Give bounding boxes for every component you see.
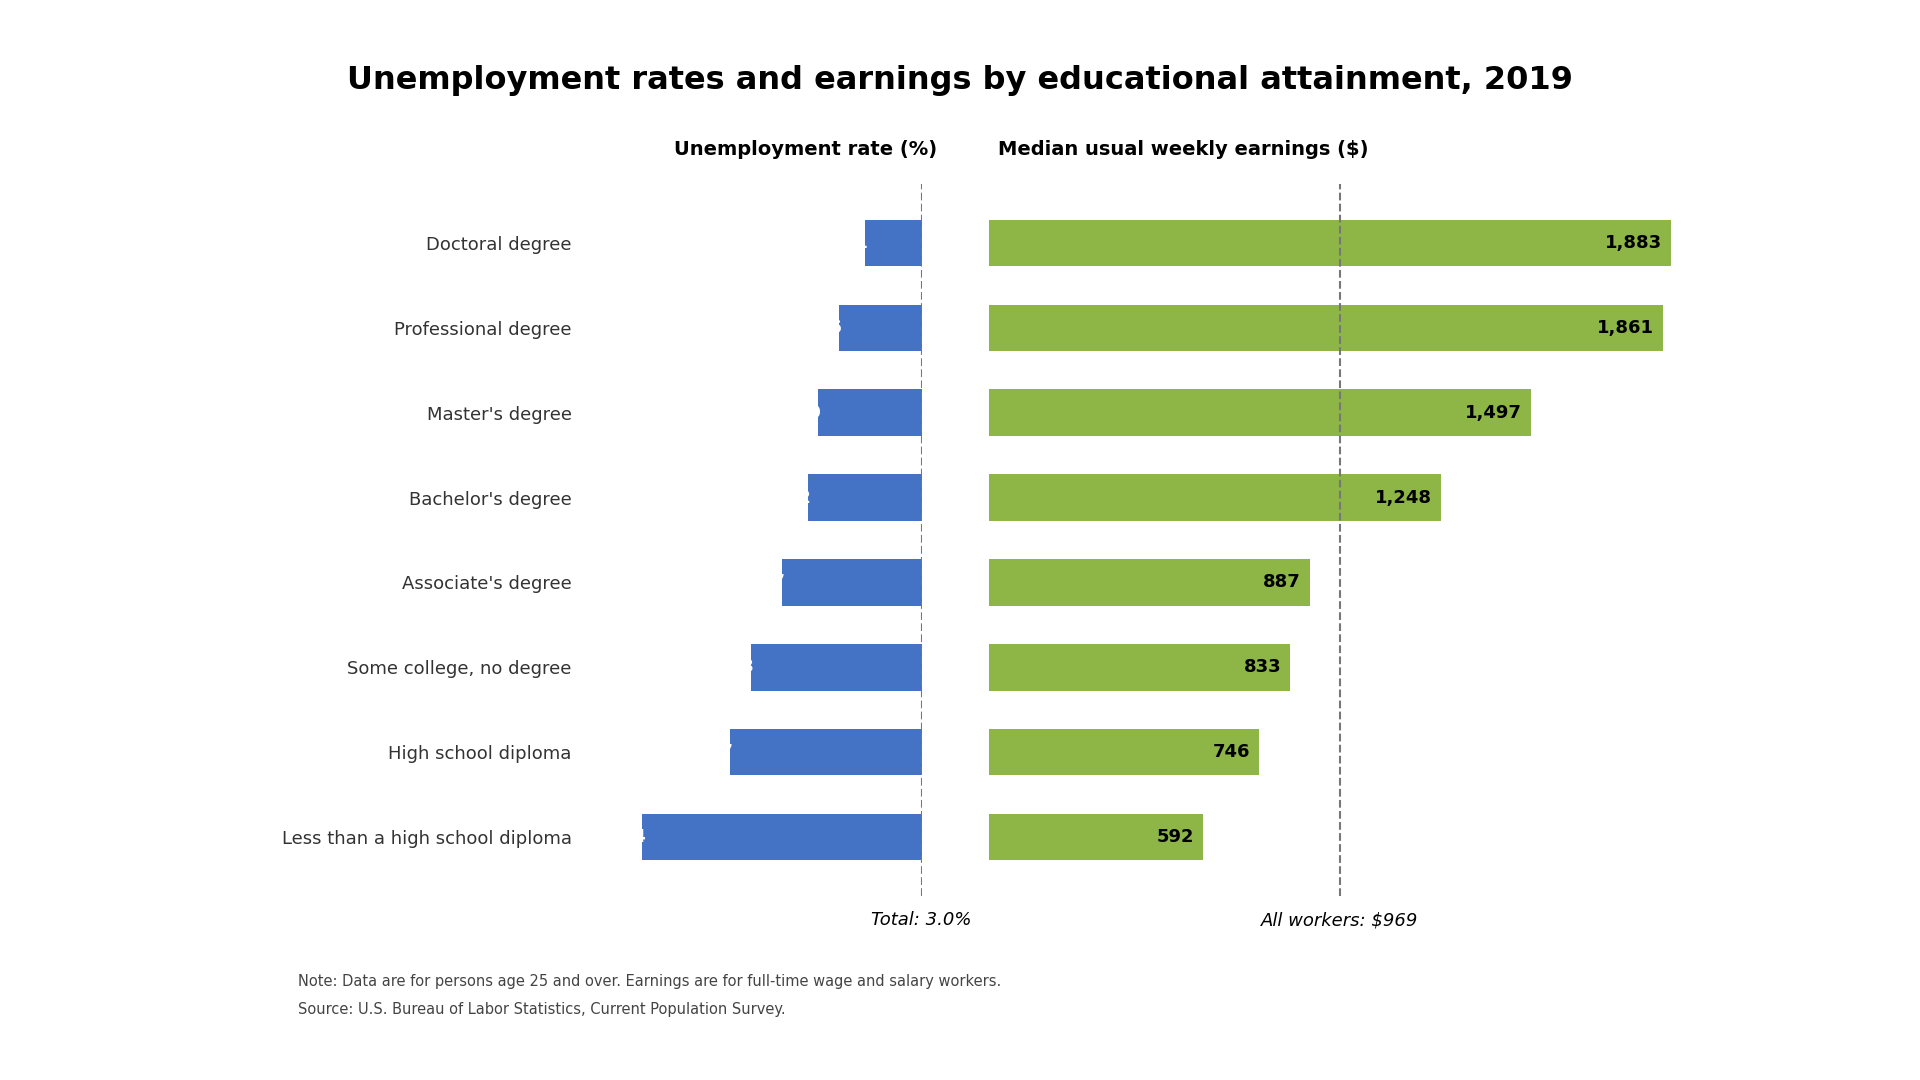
Bar xyxy=(989,813,1204,861)
Text: All workers: $969: All workers: $969 xyxy=(1261,912,1419,929)
Bar xyxy=(839,305,922,351)
Text: 1.1: 1.1 xyxy=(837,234,868,252)
Text: 592: 592 xyxy=(1156,828,1194,846)
Bar xyxy=(989,474,1440,521)
Bar xyxy=(643,813,922,861)
Text: 5.4: 5.4 xyxy=(614,828,645,846)
Bar xyxy=(781,559,922,606)
Text: 2.7: 2.7 xyxy=(755,573,785,592)
Bar xyxy=(730,729,922,775)
Text: Total: 3.0%: Total: 3.0% xyxy=(872,912,972,929)
Bar xyxy=(751,644,922,690)
Bar xyxy=(989,219,1670,267)
Text: 1,497: 1,497 xyxy=(1465,404,1523,421)
Text: 1.6: 1.6 xyxy=(810,319,843,337)
Bar xyxy=(989,729,1260,775)
Bar xyxy=(808,474,922,521)
Text: 1,883: 1,883 xyxy=(1605,234,1661,252)
Text: Unemployment rate (%): Unemployment rate (%) xyxy=(674,139,937,159)
Text: 1,248: 1,248 xyxy=(1375,488,1432,507)
Text: 746: 746 xyxy=(1212,743,1250,761)
Text: 833: 833 xyxy=(1244,659,1281,676)
Text: Unemployment rates and earnings by educational attainment, 2019: Unemployment rates and earnings by educa… xyxy=(348,66,1572,96)
Bar xyxy=(989,305,1663,351)
Text: Source: U.S. Bureau of Labor Statistics, Current Population Survey.: Source: U.S. Bureau of Labor Statistics,… xyxy=(298,1002,785,1017)
Bar xyxy=(989,559,1309,606)
Text: Note: Data are for persons age 25 and over. Earnings are for full-time wage and : Note: Data are for persons age 25 and ov… xyxy=(298,974,1000,989)
Text: 1,861: 1,861 xyxy=(1597,319,1653,337)
Bar xyxy=(864,219,922,267)
Text: Median usual weekly earnings ($): Median usual weekly earnings ($) xyxy=(998,139,1369,159)
Text: 887: 887 xyxy=(1263,573,1302,592)
Text: 2.2: 2.2 xyxy=(780,488,812,507)
Text: 2.0: 2.0 xyxy=(789,404,822,421)
Bar xyxy=(989,644,1290,690)
Bar xyxy=(989,390,1530,436)
Text: 3.3: 3.3 xyxy=(722,659,755,676)
Text: 3.7: 3.7 xyxy=(703,743,733,761)
Bar xyxy=(818,390,922,436)
